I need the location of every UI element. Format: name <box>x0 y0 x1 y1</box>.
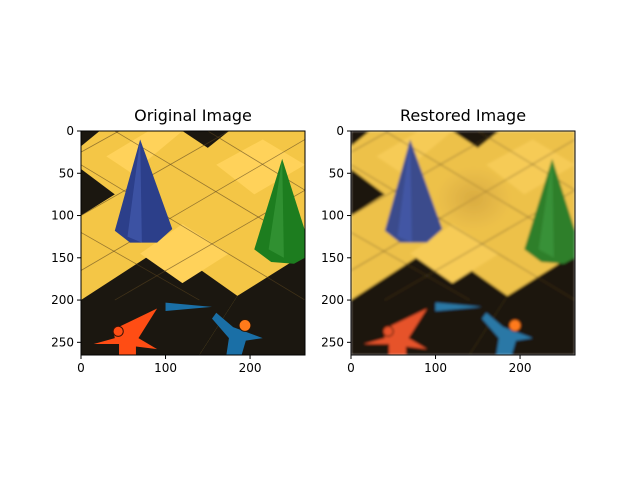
restored-image <box>350 130 576 356</box>
y-tick-label: 50 <box>329 166 344 180</box>
dark-square <box>81 169 115 216</box>
light-square <box>410 223 499 284</box>
green-cone-highlight <box>538 158 554 258</box>
orange-figure <box>93 308 158 355</box>
y-tick-label: 150 <box>51 251 74 265</box>
board-line <box>351 131 390 153</box>
blue-figure <box>212 312 263 355</box>
x-tick-label: 0 <box>77 361 85 375</box>
y-tick-label: 250 <box>321 335 344 349</box>
original-x-ticks: 0 100 200 <box>77 355 262 375</box>
dark-square <box>182 131 229 148</box>
restoration-smudge <box>435 166 512 231</box>
x-tick-label: 200 <box>239 361 262 375</box>
blue-pennant <box>435 302 483 312</box>
light-square <box>486 139 575 195</box>
board-line <box>81 131 230 216</box>
y-tick-label: 150 <box>321 251 344 265</box>
y-tick-label: 200 <box>51 293 74 307</box>
light-square <box>216 139 305 195</box>
axes-frame <box>350 130 576 356</box>
x-tick-label: 100 <box>154 361 177 375</box>
blue-cone-highlight <box>127 139 142 243</box>
x-tick-label: 100 <box>424 361 447 375</box>
restored-x-ticks: 0 100 200 <box>347 355 532 375</box>
image-content <box>351 131 575 355</box>
image-content <box>81 131 305 355</box>
board-line <box>81 232 200 301</box>
board-line <box>351 232 470 301</box>
restored-image-title: Restored Image <box>400 106 526 125</box>
board-line <box>81 131 120 153</box>
board-line <box>351 164 575 301</box>
light-square <box>140 223 229 284</box>
board-line <box>351 131 500 216</box>
blue-cone-highlight <box>397 139 412 243</box>
y-tick-label: 200 <box>321 293 344 307</box>
dark-square <box>452 131 499 148</box>
y-tick-label: 0 <box>66 124 74 138</box>
y-tick-label: 250 <box>51 335 74 349</box>
dark-square <box>81 131 100 147</box>
blue-figure-head <box>508 318 522 332</box>
restored-y-ticks: 0 50 100 150 200 250 <box>321 124 351 349</box>
axes-frame <box>80 130 306 356</box>
board-line <box>81 164 305 301</box>
blue-cone <box>384 139 443 243</box>
blue-figure <box>482 312 533 355</box>
y-tick-label: 50 <box>59 166 74 180</box>
y-tick-label: 100 <box>51 209 74 223</box>
original-image-title: Original Image <box>134 106 252 125</box>
y-tick-label: 0 <box>336 124 344 138</box>
blue-pennant <box>165 302 213 312</box>
x-tick-label: 200 <box>509 361 532 375</box>
board-line <box>81 139 305 271</box>
blue-figure-head <box>238 318 252 332</box>
green-cone-highlight <box>268 158 284 258</box>
original-image <box>80 130 306 356</box>
y-tick-label: 100 <box>321 209 344 223</box>
orange-figure <box>363 308 428 355</box>
dark-square <box>351 131 370 147</box>
restored-image-panel: Restored Image 0 100 200 0 50 100 150 200 250 <box>321 106 576 375</box>
orange-figure-head <box>112 325 124 337</box>
original-y-ticks: 0 50 100 150 200 250 <box>51 124 81 349</box>
dark-square <box>351 169 385 216</box>
blue-cone <box>114 139 173 243</box>
original-image-panel: Original Image 0 100 200 0 50 100 150 200 250 <box>51 106 306 375</box>
orange-figure-head <box>382 325 394 337</box>
x-tick-label: 0 <box>347 361 355 375</box>
